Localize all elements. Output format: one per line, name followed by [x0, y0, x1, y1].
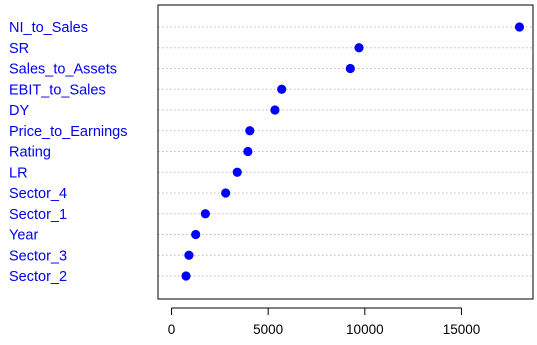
data-point	[245, 126, 255, 136]
data-point	[354, 43, 364, 53]
plot-frame	[157, 4, 534, 300]
category-label: DY	[9, 103, 29, 119]
category-label: NI_to_Sales	[9, 20, 88, 36]
data-point	[243, 146, 253, 157]
grid-lines	[158, 26, 533, 277]
data-points	[181, 22, 525, 281]
x-axis: 0 5000 10000 15000	[168, 307, 481, 337]
category-label: EBIT_to_Sales	[9, 82, 106, 98]
category-label: Rating	[9, 145, 51, 161]
category-labels: NI_to_Sales SR Sales_to_Assets EBIT_to_Sale…	[9, 20, 128, 285]
data-point	[181, 271, 191, 281]
category-label: Year	[9, 228, 38, 244]
category-label: Sector_1	[9, 207, 67, 223]
data-point	[270, 105, 280, 115]
data-point	[277, 84, 287, 94]
category-label: Sector_2	[9, 269, 67, 285]
category-label: LR	[9, 165, 28, 181]
category-label: Sector_3	[9, 248, 67, 264]
data-point	[232, 167, 242, 177]
category-label: SR	[9, 41, 29, 57]
data-point	[200, 209, 210, 219]
data-point	[514, 22, 525, 32]
x-tick-label: 0	[168, 322, 176, 337]
category-label: Sales_to_Assets	[9, 62, 117, 78]
x-tick-label: 15000	[443, 322, 481, 337]
data-point	[184, 250, 194, 260]
data-point	[221, 188, 231, 198]
data-point	[345, 63, 355, 74]
x-tick-label: 5000	[253, 322, 283, 337]
data-point	[191, 229, 201, 240]
category-label: Price_to_Earnings	[9, 124, 128, 140]
x-tick-label: 10000	[346, 322, 384, 337]
category-label: Sector_4	[9, 186, 67, 202]
